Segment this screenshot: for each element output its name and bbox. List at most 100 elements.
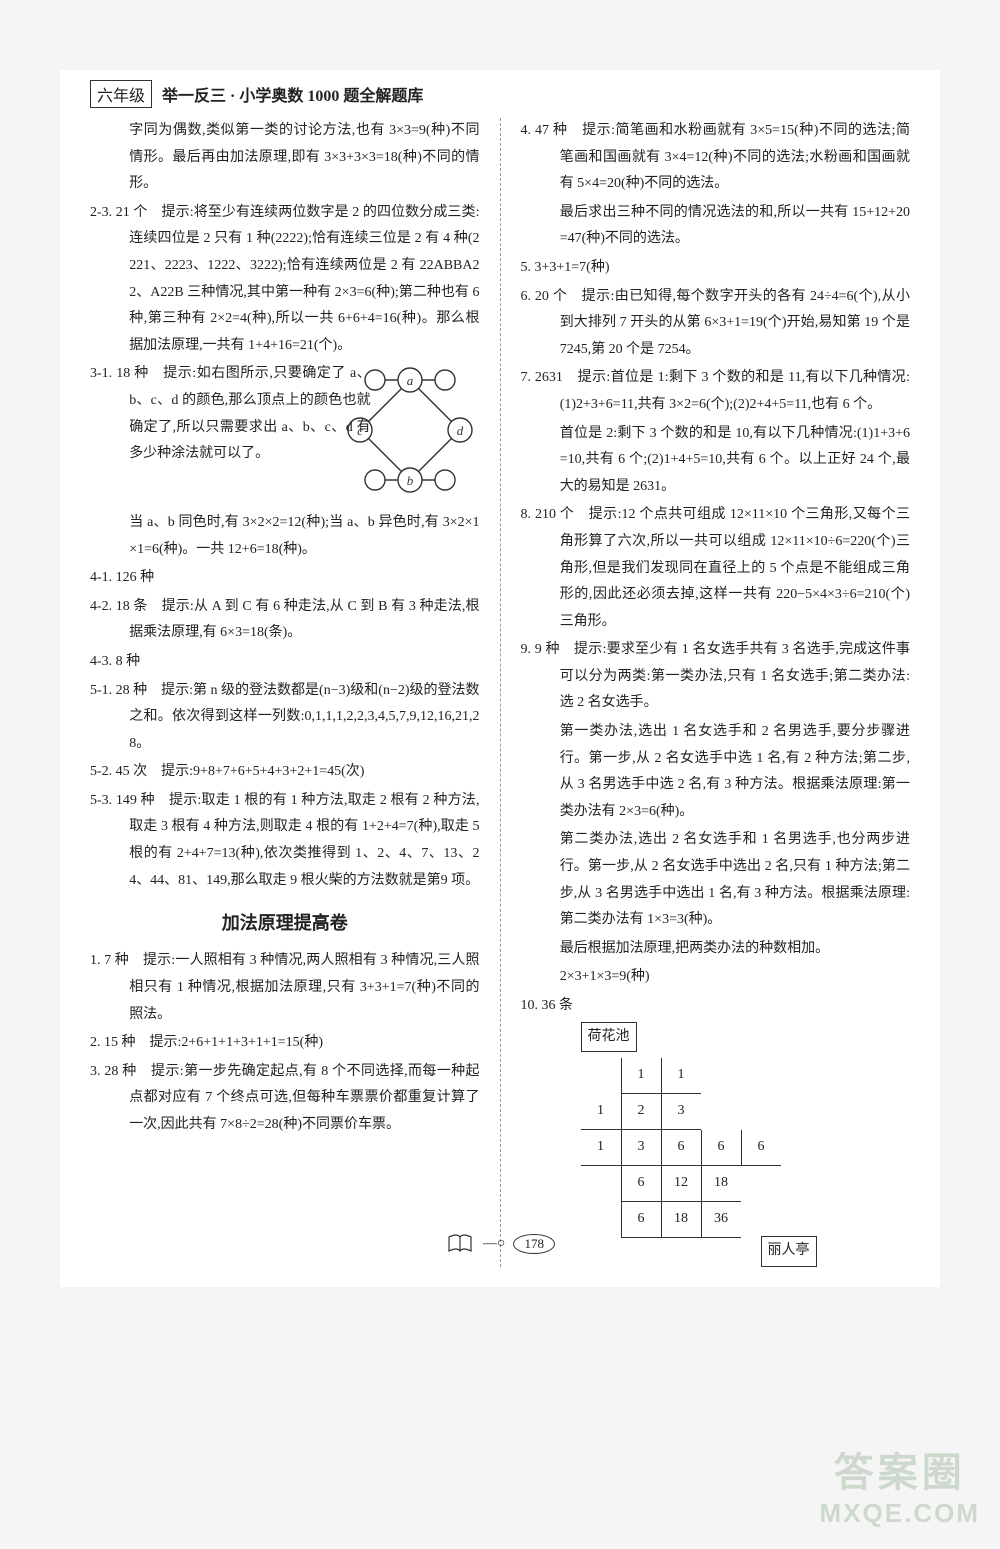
cell: 6 [701, 1130, 741, 1166]
num: 9. [521, 642, 532, 657]
q7b: 首位是 2:剩下 3 个数的和是 10,有以下几种情况:(1)1+3+6=10,… [521, 421, 911, 501]
ans-4-3: 4-3. 8 种 [90, 649, 480, 676]
grid-bottom-label: 丽人亭 [761, 1236, 817, 1267]
text: 47 种 提示:简笔画和水粉画就有 3×5=15(种)不同的选法;简笔画和国画就… [535, 123, 910, 191]
text: 8 种 [116, 654, 141, 669]
cell: 3 [661, 1094, 701, 1130]
num: 2-3. [90, 205, 112, 220]
text: 45 次 提示:9+8+7+6+5+4+3+2+1=45(次) [116, 764, 365, 779]
q9e: 2×3+1×3=9(种) [521, 964, 911, 991]
watermark-line2: MXQE.COM [820, 1498, 980, 1529]
cell: 6 [621, 1202, 661, 1238]
text: 3+3+1=7(种) [535, 260, 610, 275]
num: 5-1. [90, 683, 112, 698]
num: 4-3. [90, 654, 112, 669]
ans-3-1b: 当 a、b 同色时,有 3×2×2=12(种);当 a、b 异色时,有 3×2×… [90, 510, 480, 563]
cell: 1 [581, 1094, 621, 1130]
cell: 12 [661, 1166, 701, 1202]
text: 210 个 提示:12 个点共可组成 12×11×10 个三角形,又每个三角形算… [535, 507, 910, 628]
num: 5. [521, 260, 532, 275]
cell: 18 [701, 1166, 741, 1202]
q6: 6. 20 个 提示:由已知得,每个数字开头的各有 24÷4=6(个),从小到大… [521, 284, 911, 364]
text: 28 种 提示:第一步先确定起点,有 8 个不同选择,而每一种起点都对应有 7 … [104, 1064, 479, 1132]
para-cont: 字同为偶数,类似第一类的讨论方法,也有 3×3=9(种)不同情形。最后再由加法原… [90, 118, 480, 198]
num: 6. [521, 289, 532, 304]
lbl-a: a [406, 373, 413, 388]
page-num-value: 178 [513, 1234, 555, 1254]
num: 1. [90, 953, 101, 968]
cell: 6 [621, 1166, 661, 1202]
q1: 1. 7 种 提示:一人照相有 3 种情况,两人照相有 3 种情况,三人照相只有… [90, 948, 480, 1028]
book-title: 举一反三 · 小学奥数 1000 题全解题库 [162, 82, 423, 106]
num: 8. [521, 507, 532, 522]
text: 2631 提示:首位是 1:剩下 3 个数的和是 11,有以下几种情况:(1)2… [535, 370, 910, 412]
num: 4-2. [90, 599, 112, 614]
text: 21 个 提示:将至少有连续两位数字是 2 的四位数分成三类:连续四位是 2 只… [116, 205, 480, 353]
num: 5-3. [90, 793, 112, 808]
q2: 2. 15 种 提示:2+6+1+1+3+1+1=15(种) [90, 1030, 480, 1057]
watermark: 答案圈 MXQE.COM [820, 1440, 980, 1529]
num: 7. [521, 370, 532, 385]
num: 5-2. [90, 764, 112, 779]
q9b: 第一类办法,选出 1 名女选手和 2 名男选手,要分步骤进行。第一步,从 2 名… [521, 719, 911, 825]
num: 2. [90, 1035, 101, 1050]
text: 18 种 提示:如右图所示,只要确定了 a、b、c、d 的颜色,那么顶点上的颜色… [116, 366, 371, 461]
num: 3-1. [90, 366, 112, 381]
grid-top-label: 荷花池 [581, 1022, 637, 1053]
q4: 4. 47 种 提示:简笔画和水粉画就有 3×5=15(种)不同的选法;简笔画和… [521, 118, 911, 198]
cell: 3 [621, 1130, 661, 1166]
section-title: 加法原理提高卷 [90, 906, 480, 940]
text: 20 个 提示:由已知得,每个数字开头的各有 24÷4=6(个),从小到大排列 … [535, 289, 910, 357]
cell: 1 [581, 1130, 621, 1166]
text: 126 种 [116, 570, 155, 585]
text: 7 种 提示:一人照相有 3 种情况,两人照相有 3 种情况,三人照相只有 1 … [104, 953, 479, 1021]
path-grid: 1 1 1 2 3 1 3 6 6 6 [581, 1058, 781, 1238]
path-grid-wrap: 荷花池 1 1 1 2 3 1 [521, 1022, 911, 1267]
cell: 1 [661, 1058, 701, 1094]
num: 4. [521, 123, 532, 138]
num: 10. [521, 998, 539, 1013]
text: 149 种 提示:取走 1 根的有 1 种方法,取走 2 根有 2 种方法,取走… [116, 793, 480, 888]
q8: 8. 210 个 提示:12 个点共可组成 12×11×10 个三角形,又每个三… [521, 502, 911, 635]
page-header: 六年级 举一反三 · 小学奥数 1000 题全解题库 [90, 80, 910, 108]
text: 9 种 提示:要求至少有 1 名女选手共有 3 名选手,完成这件事可以分为两类:… [535, 642, 910, 710]
q3: 3. 28 种 提示:第一步先确定起点,有 8 个不同选择,而每一种起点都对应有… [90, 1059, 480, 1139]
cell: 36 [701, 1202, 741, 1238]
q9d: 最后根据加法原理,把两类办法的种数相加。 [521, 936, 911, 963]
num: 4-1. [90, 570, 112, 585]
right-column: 4. 47 种 提示:简笔画和水粉画就有 3×5=15(种)不同的选法;简笔画和… [521, 118, 911, 1267]
text: 36 条 [542, 998, 574, 1013]
q9: 9. 9 种 提示:要求至少有 1 名女选手共有 3 名选手,完成这件事可以分为… [521, 637, 911, 717]
left-column: 字同为偶数,类似第一类的讨论方法,也有 3×3=9(种)不同情形。最后再由加法原… [90, 118, 480, 1267]
ans-4-2: 4-2. 18 条 提示:从 A 到 C 有 6 种走法,从 C 到 B 有 3… [90, 594, 480, 647]
grade-box: 六年级 [90, 80, 152, 108]
cell: 6 [661, 1130, 701, 1166]
ans-4-1: 4-1. 126 种 [90, 565, 480, 592]
lbl-d: d [456, 423, 463, 438]
cell: 18 [661, 1202, 701, 1238]
q4b: 最后求出三种不同的情况选法的和,所以一共有 15+12+20=47(种)不同的选… [521, 200, 911, 253]
text: 28 种 提示:第 n 级的登法数都是(n−3)级和(n−2)级的登法数之和。依… [116, 683, 480, 751]
q5: 5. 3+3+1=7(种) [521, 255, 911, 282]
ans-2-3: 2-3. 21 个 提示:将至少有连续两位数字是 2 的四位数分成三类:连续四位… [90, 200, 480, 360]
q10: 10. 36 条 [521, 993, 911, 1020]
cell: 2 [621, 1094, 661, 1130]
cell: 6 [741, 1130, 781, 1166]
book-icon [445, 1231, 475, 1257]
q9c: 第二类办法,选出 2 名女选手和 1 名男选手,也分两步进行。第一步,从 2 名… [521, 827, 911, 933]
rhombus-diagram: a c d b [379, 365, 480, 506]
num: 3. [90, 1064, 101, 1079]
cell: 1 [621, 1058, 661, 1094]
q7: 7. 2631 提示:首位是 1:剩下 3 个数的和是 11,有以下几种情况:(… [521, 365, 911, 418]
columns: 字同为偶数,类似第一类的讨论方法,也有 3×3=9(种)不同情形。最后再由加法原… [90, 118, 910, 1267]
lbl-b: b [406, 473, 413, 488]
watermark-line1: 答案圈 [820, 1440, 980, 1498]
page: 六年级 举一反三 · 小学奥数 1000 题全解题库 字同为偶数,类似第一类的讨… [60, 70, 940, 1287]
ans-5-2: 5-2. 45 次 提示:9+8+7+6+5+4+3+2+1=45(次) [90, 759, 480, 786]
column-divider [500, 118, 501, 1267]
text: 18 条 提示:从 A 到 C 有 6 种走法,从 C 到 B 有 3 种走法,… [116, 599, 480, 641]
ans-3-1: a c d b 3-1. 18 种 提示:如右图所示,只要确定了 a、b、c、d… [90, 361, 480, 467]
ans-5-3: 5-3. 149 种 提示:取走 1 根的有 1 种方法,取走 2 根有 2 种… [90, 788, 480, 894]
ans-5-1: 5-1. 28 种 提示:第 n 级的登法数都是(n−3)级和(n−2)级的登法… [90, 678, 480, 758]
text: 15 种 提示:2+6+1+1+3+1+1=15(种) [104, 1035, 323, 1050]
